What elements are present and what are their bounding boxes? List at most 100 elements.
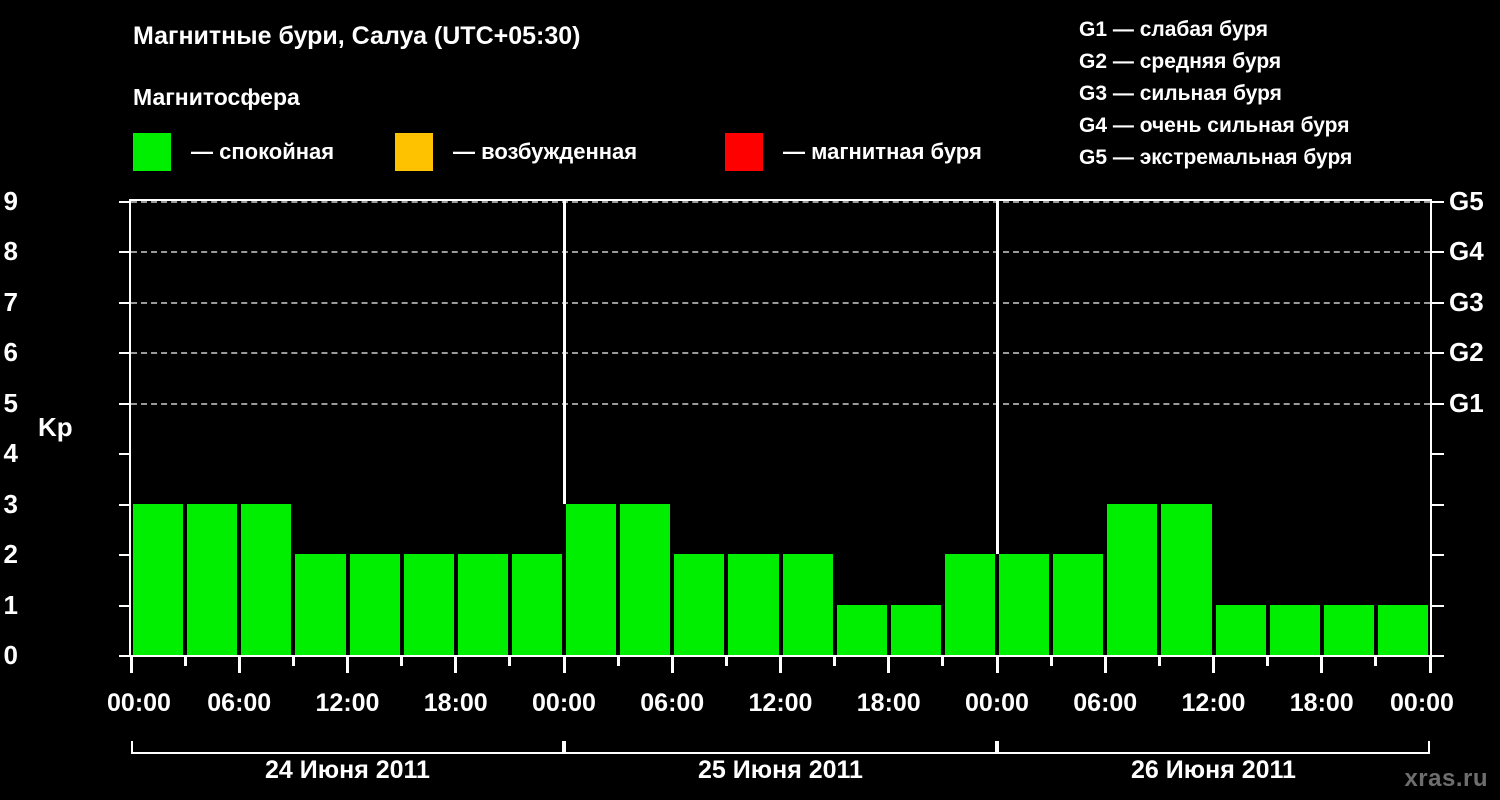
y-tick-right-0	[1432, 655, 1444, 657]
gridline-kp-6	[131, 352, 1430, 355]
bar	[1323, 604, 1374, 655]
bar	[1215, 604, 1266, 655]
x-tick-major	[1428, 657, 1432, 673]
bar	[566, 503, 617, 655]
x-tick-minor	[833, 657, 837, 666]
g-legend-dash: —	[1107, 114, 1140, 137]
x-tick-major	[887, 657, 891, 673]
y-tick-right-2	[1432, 554, 1444, 557]
g-legend-line-g5: G5 — экстремальная буря	[1079, 142, 1499, 174]
watermark: xras.ru	[1404, 765, 1488, 792]
g-axis-label-g5: G5	[1449, 186, 1484, 216]
x-tick-minor	[1049, 657, 1053, 666]
x-tick-minor	[724, 657, 728, 666]
x-tick-major	[129, 657, 133, 673]
date-bracket	[131, 741, 564, 754]
page-title: Магнитные бури, Салуа (UTC+05:30)	[133, 22, 581, 50]
y-tick-right-4	[1432, 453, 1444, 456]
y-tick-0	[119, 655, 129, 657]
y-tick-1	[119, 604, 129, 607]
g-legend-code: G5	[1079, 146, 1108, 169]
legend-item-unsettled: — возбужденная	[395, 131, 637, 173]
legend-item-storm: — магнитная буря	[725, 131, 982, 173]
x-axis-label: 00:00	[107, 689, 171, 717]
y-tick-7	[119, 301, 129, 304]
bar	[1107, 503, 1158, 655]
bar	[133, 503, 184, 655]
y-axis-label-4: 4	[3, 438, 18, 469]
x-tick-major	[1320, 657, 1324, 673]
x-tick-minor	[1266, 657, 1270, 666]
y-axis-title: Kp	[38, 412, 73, 442]
x-tick-major	[779, 657, 782, 673]
bar	[457, 554, 508, 655]
day-separator	[995, 201, 999, 555]
plot-border-left	[129, 201, 131, 655]
y-tick-5	[119, 402, 129, 405]
y-axis-label-8: 8	[3, 236, 18, 267]
x-axis-label: 00:00	[1390, 689, 1454, 717]
x-axis-label: 12:00	[748, 689, 813, 717]
g-legend-code: G3	[1079, 82, 1108, 105]
y-axis-label-3: 3	[3, 488, 18, 519]
bar	[1377, 604, 1428, 655]
legend-item-calm: — спокойная	[133, 131, 334, 173]
x-tick-major	[670, 657, 674, 673]
bar	[295, 554, 346, 655]
x-tick-minor	[1374, 657, 1378, 666]
bar	[944, 554, 995, 655]
y-tick-right-9	[1432, 201, 1444, 203]
plot-area	[119, 199, 1444, 657]
y-axis-label-9: 9	[3, 186, 18, 216]
g-axis-label-g2: G2	[1449, 337, 1484, 368]
g-legend-dash: —	[1107, 50, 1140, 73]
y-tick-right-7	[1432, 301, 1444, 304]
g-axis-label-g3: G3	[1449, 286, 1484, 317]
plot-border-right	[1430, 201, 1432, 655]
red-square-icon	[725, 133, 763, 171]
legend-label-calm: — спокойная	[191, 139, 335, 164]
gridline-kp-5	[131, 402, 1430, 405]
x-axis-label: 12:00	[1181, 689, 1246, 717]
y-tick-right-3	[1432, 503, 1444, 506]
day-separator	[562, 201, 566, 504]
g-legend-line-g3: G3 — сильная буря	[1079, 78, 1499, 110]
g-axis-label-g1: G1	[1449, 387, 1484, 418]
x-tick-minor	[508, 657, 512, 666]
magnetosphere-heading: Магнитосфера	[133, 84, 300, 110]
x-tick-major	[562, 657, 566, 673]
g-legend-dash: —	[1107, 82, 1140, 105]
g-legend-text: средняя буря	[1139, 50, 1282, 73]
legend-label-storm: — магнитная буря	[783, 139, 982, 164]
bar	[999, 554, 1050, 655]
g-legend-text: очень сильная буря	[1139, 114, 1350, 137]
g-legend-code: G4	[1079, 114, 1108, 137]
g-axis-label-g4: G4	[1449, 236, 1484, 267]
x-tick-minor	[1157, 657, 1161, 666]
bar	[1161, 503, 1212, 655]
x-tick-major	[995, 657, 999, 673]
bar	[890, 604, 941, 655]
bar	[187, 503, 238, 655]
y-tick-8	[119, 251, 129, 254]
y-tick-right-5	[1432, 402, 1444, 405]
x-tick-minor	[291, 657, 295, 666]
x-axis-label: 18:00	[423, 689, 488, 717]
bar	[1053, 554, 1104, 655]
y-tick-right-8	[1432, 251, 1444, 254]
gridline-kp-9	[131, 201, 1430, 203]
bar-series	[131, 201, 1430, 655]
g-legend-text: сильная буря	[1139, 82, 1282, 105]
y-tick-4	[119, 453, 129, 456]
x-axis-label: 18:00	[1289, 689, 1354, 717]
y-axis-label-0: 0	[3, 640, 18, 670]
g-scale-legend: G1 — слабая буря G2 — средняя буря G3 — си…	[1079, 14, 1499, 174]
x-axis-label: 12:00	[315, 689, 380, 717]
bar	[1269, 604, 1320, 655]
y-axis-label-7: 7	[3, 286, 18, 317]
x-tick-major	[1212, 657, 1215, 673]
y-tick-6	[119, 352, 129, 355]
g-legend-code: G1	[1079, 18, 1108, 41]
y-tick-9	[119, 201, 129, 203]
